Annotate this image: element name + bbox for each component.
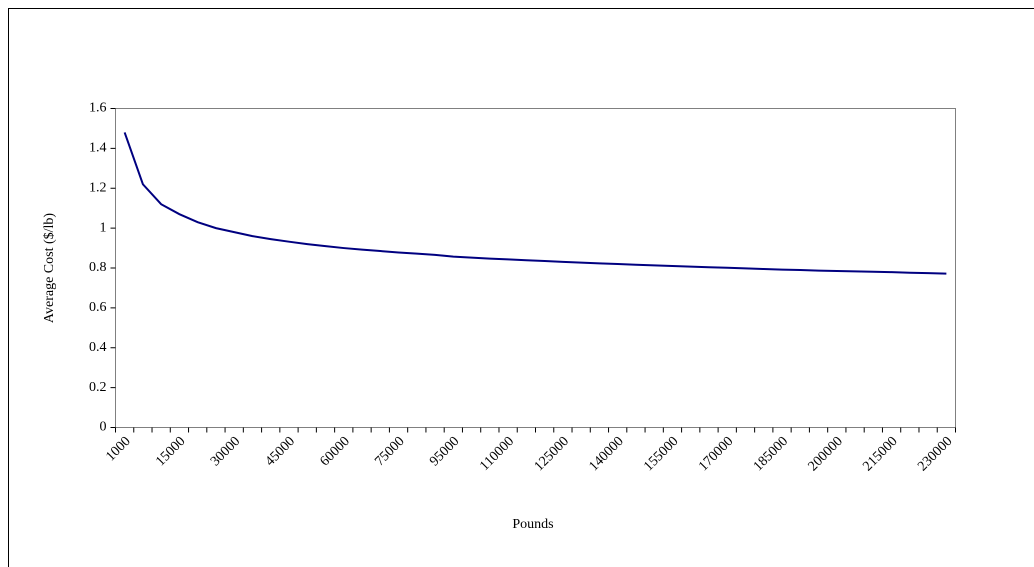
- y-tick-label: 0.8: [89, 260, 107, 275]
- y-axis-title: Average Cost ($/lb): [42, 213, 57, 323]
- y-tick-label: 0: [100, 420, 107, 435]
- y-tick-label: 1.2: [89, 180, 107, 195]
- plot-area: [115, 108, 956, 428]
- y-tick-label: 1.4: [89, 141, 107, 156]
- y-tick-label: 1.6: [89, 101, 107, 116]
- y-tick-label: 0.2: [89, 380, 107, 395]
- y-tick-label: 0.6: [89, 300, 107, 315]
- data-line: [123, 132, 947, 275]
- x-axis-title: Pounds: [512, 517, 553, 532]
- y-tick-label: 0.4: [89, 340, 107, 355]
- y-tick-label: 1: [100, 220, 107, 235]
